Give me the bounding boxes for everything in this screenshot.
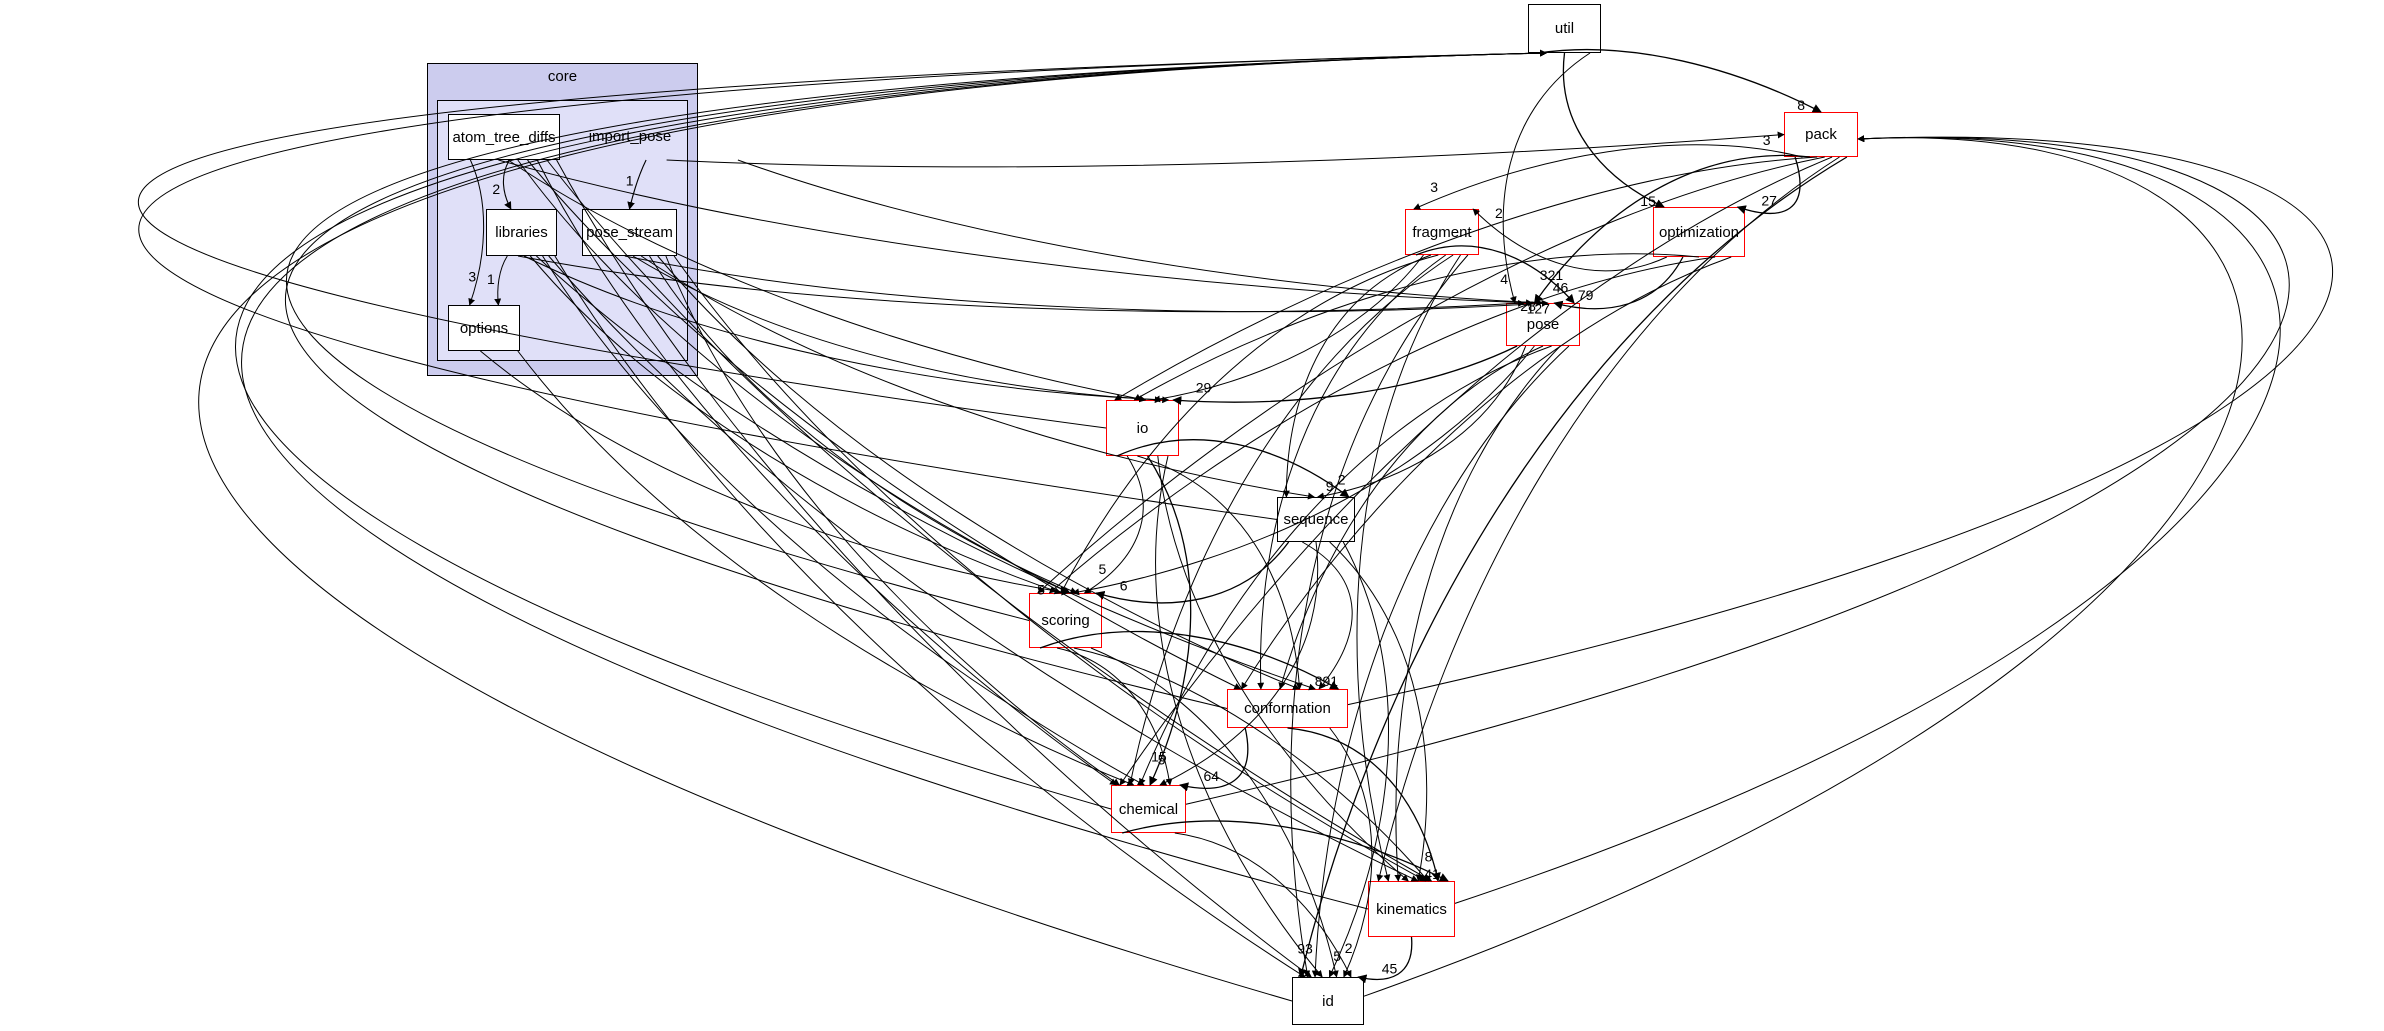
svg-text:45: 45 (1382, 960, 1398, 976)
svg-text:8: 8 (1797, 97, 1805, 113)
svg-text:127: 127 (1527, 300, 1551, 316)
svg-text:27: 27 (1761, 193, 1777, 209)
svg-text:93: 93 (1297, 941, 1313, 957)
svg-text:1: 1 (487, 271, 495, 287)
svg-text:891: 891 (1315, 673, 1339, 689)
svg-text:6: 6 (1120, 578, 1128, 594)
svg-text:2: 2 (492, 181, 500, 197)
svg-text:15: 15 (1640, 193, 1656, 209)
svg-text:9: 9 (1326, 478, 1334, 494)
svg-text:3: 3 (1763, 132, 1771, 148)
svg-text:8: 8 (1425, 848, 1433, 864)
svg-text:3: 3 (1430, 179, 1438, 195)
svg-text:41: 41 (1424, 866, 1440, 882)
svg-text:64: 64 (1204, 768, 1220, 784)
svg-text:2: 2 (1345, 940, 1353, 956)
svg-text:2: 2 (1495, 205, 1503, 221)
svg-text:3: 3 (468, 268, 476, 284)
svg-text:5: 5 (1333, 948, 1341, 964)
svg-text:1: 1 (626, 173, 634, 189)
svg-text:5: 5 (1099, 561, 1107, 577)
svg-text:29: 29 (1196, 380, 1212, 396)
svg-text:79: 79 (1578, 287, 1594, 303)
svg-text:5: 5 (1037, 581, 1045, 597)
svg-text:321: 321 (1540, 267, 1564, 283)
svg-text:4: 4 (1500, 271, 1508, 287)
svg-text:5: 5 (1158, 752, 1166, 768)
svg-text:2: 2 (1338, 471, 1346, 487)
